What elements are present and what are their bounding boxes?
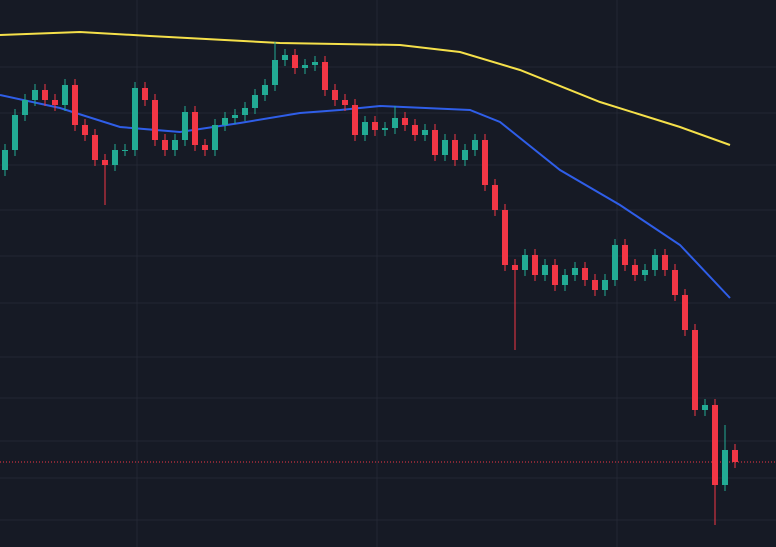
candle-body <box>662 255 668 270</box>
candle-body <box>722 450 728 485</box>
candle-body <box>112 150 118 165</box>
candle-body <box>82 125 88 135</box>
candle-body <box>732 450 738 462</box>
candle-body <box>452 140 458 160</box>
candle-body <box>192 112 198 145</box>
candle-body <box>252 95 258 108</box>
candle-body <box>432 130 438 155</box>
candle-body <box>362 122 368 135</box>
candle-body <box>302 65 308 68</box>
candle-body <box>542 265 548 275</box>
candle-body <box>372 122 378 130</box>
candle-body <box>42 90 48 100</box>
candle-body <box>502 210 508 265</box>
candle-body <box>242 108 248 115</box>
candle-body <box>462 150 468 160</box>
candle-body <box>592 280 598 290</box>
candle-body <box>292 55 298 68</box>
candle-body <box>382 128 388 130</box>
candle-body <box>262 85 268 95</box>
candle-body <box>632 265 638 275</box>
candle-body <box>182 112 188 140</box>
candle-body <box>552 265 558 285</box>
candle-body <box>222 118 228 125</box>
candle-body <box>32 90 38 100</box>
candle-body <box>2 150 8 170</box>
candle-body <box>582 268 588 280</box>
candle-body <box>672 270 678 295</box>
candle-body <box>522 255 528 270</box>
candle-body <box>172 140 178 150</box>
candle-body <box>532 255 538 275</box>
candle-body <box>322 62 328 90</box>
candle-body <box>212 125 218 150</box>
candle-body <box>402 118 408 125</box>
candle-body <box>162 140 168 150</box>
candle-body <box>232 115 238 118</box>
candle-body <box>602 280 608 290</box>
candle-body <box>412 125 418 135</box>
candle-body <box>492 185 498 210</box>
candle-body <box>12 115 18 150</box>
candle-body <box>122 150 128 151</box>
candle-body <box>52 100 58 105</box>
candle-body <box>652 255 658 270</box>
candle-body <box>352 105 358 135</box>
candle-body <box>92 135 98 160</box>
candle-body <box>202 145 208 150</box>
candle-body <box>612 245 618 280</box>
candle-body <box>622 245 628 265</box>
candle-body <box>62 85 68 105</box>
candle-body <box>312 62 318 65</box>
moving-average-line <box>0 30 731 146</box>
candle-body <box>512 265 518 270</box>
candle-body <box>102 160 108 165</box>
candle-body <box>482 140 488 185</box>
candle-body <box>392 118 398 128</box>
moving-average-line <box>0 94 731 299</box>
candle-body <box>442 140 448 155</box>
candle-body <box>692 330 698 410</box>
candle-body <box>702 405 708 410</box>
candle-body <box>342 100 348 105</box>
candle-body <box>142 88 148 100</box>
candle-body <box>642 270 648 275</box>
candle-body <box>152 100 158 140</box>
candle-body <box>472 140 478 150</box>
candle-body <box>72 85 78 125</box>
candle-body <box>132 88 138 150</box>
candle-body <box>272 60 278 85</box>
candle-body <box>572 268 578 275</box>
candle-body <box>712 405 718 485</box>
candle-body <box>22 100 28 115</box>
candle-body <box>422 130 428 135</box>
candle-body <box>332 90 338 100</box>
candle-body <box>282 55 288 60</box>
candle-body <box>682 295 688 330</box>
candle-body <box>562 275 568 285</box>
